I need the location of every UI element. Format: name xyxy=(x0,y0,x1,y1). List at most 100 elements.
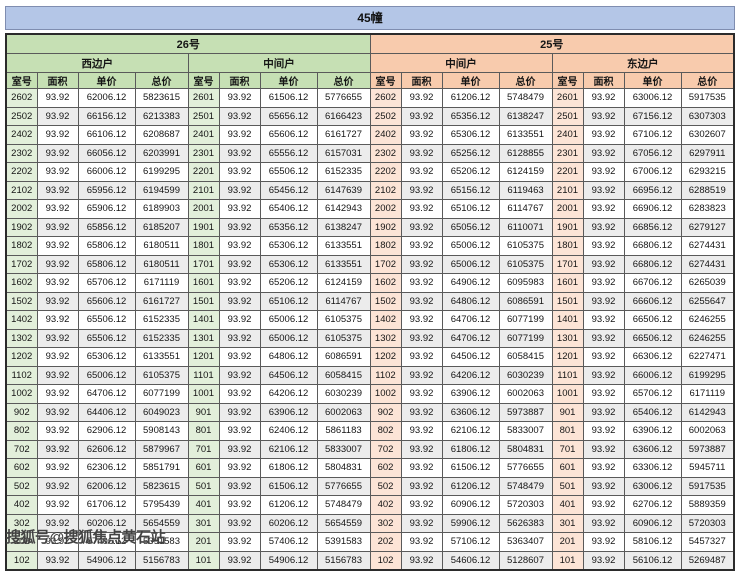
room-cell: 502 xyxy=(5,476,38,496)
area-cell: 93.92 xyxy=(218,550,261,571)
room-cell: 2201 xyxy=(187,162,220,182)
total-price-cell: 6161727 xyxy=(316,125,371,145)
area-cell: 93.92 xyxy=(218,143,261,163)
total-price-cell: 6002063 xyxy=(680,421,735,441)
total-price-cell: 6255647 xyxy=(680,291,735,311)
area-cell: 93.92 xyxy=(582,476,625,496)
room-cell: 1402 xyxy=(369,310,402,330)
room-cell: 402 xyxy=(5,495,38,515)
unit-price-cell: 64406.12 xyxy=(77,402,136,422)
column-header: 室号 xyxy=(5,72,38,89)
area-cell: 93.92 xyxy=(36,402,79,422)
total-price-cell: 6110071 xyxy=(498,217,553,237)
unit-price-cell: 63906.12 xyxy=(441,384,500,404)
unit-price-cell: 66006.12 xyxy=(77,162,136,182)
total-price-cell: 6058415 xyxy=(498,347,553,367)
total-price-cell: 6180511 xyxy=(134,236,189,256)
room-cell: 102 xyxy=(5,550,38,571)
room-cell: 201 xyxy=(187,532,220,552)
table-row: 1602 93.92 65706.12 6171119 1601 93.92 65206.1… xyxy=(5,273,735,293)
area-cell: 93.92 xyxy=(218,421,261,441)
total-price-cell: 6307303 xyxy=(680,106,735,126)
area-cell: 93.92 xyxy=(218,236,261,256)
room-cell: 2301 xyxy=(551,143,584,163)
total-price-cell: 5973887 xyxy=(498,402,553,422)
room-cell: 1102 xyxy=(5,365,38,385)
unit-price-cell: 65656.12 xyxy=(259,106,318,126)
room-cell: 602 xyxy=(369,458,402,478)
unit-price-cell: 65556.12 xyxy=(259,143,318,163)
area-cell: 93.92 xyxy=(400,347,443,367)
room-cell: 1201 xyxy=(551,347,584,367)
total-price-cell: 6227471 xyxy=(680,347,735,367)
room-cell: 2501 xyxy=(551,106,584,126)
unit-price-cell: 65706.12 xyxy=(77,273,136,293)
area-cell: 93.92 xyxy=(218,458,261,478)
total-price-cell: 6279127 xyxy=(680,217,735,237)
unit-price-cell: 65356.12 xyxy=(259,217,318,237)
room-cell: 2302 xyxy=(5,143,38,163)
room-cell: 2202 xyxy=(5,162,38,182)
total-price-cell: 5833007 xyxy=(316,439,371,459)
unit-price-cell: 65106.12 xyxy=(441,199,500,219)
room-cell: 2402 xyxy=(5,125,38,145)
unit-price-cell: 64506.12 xyxy=(259,365,318,385)
room-cell: 1301 xyxy=(551,328,584,348)
area-cell: 93.92 xyxy=(36,236,79,256)
unit-price-cell: 57406.12 xyxy=(259,532,318,552)
table-row: 1502 93.92 65606.12 6161727 1501 93.92 65106.1… xyxy=(5,291,735,311)
area-cell: 93.92 xyxy=(400,162,443,182)
unit-price-cell: 65956.12 xyxy=(77,180,136,200)
area-cell: 93.92 xyxy=(582,532,625,552)
unit-header-row: 西边户 中间户 中间户 东边户 xyxy=(5,53,735,73)
total-price-cell: 6185207 xyxy=(134,217,189,237)
unit-price-cell: 65606.12 xyxy=(259,125,318,145)
unit-price-cell: 62106.12 xyxy=(259,439,318,459)
room-cell: 1702 xyxy=(369,254,402,274)
total-price-cell: 6189903 xyxy=(134,199,189,219)
area-cell: 93.92 xyxy=(582,365,625,385)
unit-price-cell: 67106.12 xyxy=(623,125,682,145)
area-cell: 93.92 xyxy=(400,125,443,145)
total-price-cell: 5626383 xyxy=(498,513,553,533)
table-row: 1302 93.92 65506.12 6152335 1301 93.92 65006.1… xyxy=(5,328,735,348)
area-cell: 93.92 xyxy=(218,291,261,311)
room-cell: 501 xyxy=(551,476,584,496)
unit-price-cell: 66506.12 xyxy=(623,310,682,330)
area-cell: 93.92 xyxy=(36,125,79,145)
column-header: 单价 xyxy=(77,72,136,89)
unit-price-cell: 54606.12 xyxy=(441,550,500,571)
unit-price-cell: 57406.12 xyxy=(77,532,136,552)
unit-price-cell: 65256.12 xyxy=(441,143,500,163)
unit-price-cell: 65506.12 xyxy=(77,328,136,348)
unit-price-cell: 65006.12 xyxy=(259,328,318,348)
unit-price-cell: 66506.12 xyxy=(623,328,682,348)
room-cell: 601 xyxy=(551,458,584,478)
area-cell: 93.92 xyxy=(218,162,261,182)
area-cell: 93.92 xyxy=(36,199,79,219)
total-price-cell: 5889359 xyxy=(680,495,735,515)
room-cell: 1701 xyxy=(187,254,220,274)
room-cell: 2102 xyxy=(5,180,38,200)
total-price-cell: 5973887 xyxy=(680,439,735,459)
room-cell: 1301 xyxy=(187,328,220,348)
total-price-cell: 6105375 xyxy=(498,254,553,274)
table-row: 1102 93.92 65006.12 6105375 1101 93.92 64506.1… xyxy=(5,365,735,385)
area-cell: 93.92 xyxy=(400,199,443,219)
unit-price-cell: 62006.12 xyxy=(77,476,136,496)
unit-price-cell: 67156.12 xyxy=(623,106,682,126)
room-cell: 102 xyxy=(369,550,402,571)
area-cell: 93.92 xyxy=(582,125,625,145)
room-cell: 2601 xyxy=(187,88,220,108)
unit-price-cell: 62906.12 xyxy=(77,421,136,441)
area-cell: 93.92 xyxy=(582,495,625,515)
total-price-cell: 6274431 xyxy=(680,236,735,256)
unit-price-cell: 65506.12 xyxy=(77,310,136,330)
room-cell: 401 xyxy=(551,495,584,515)
unit-price-cell: 59906.12 xyxy=(441,513,500,533)
unit-price-cell: 65006.12 xyxy=(441,254,500,274)
total-price-cell: 5917535 xyxy=(680,88,735,108)
area-cell: 93.92 xyxy=(36,513,79,533)
total-price-cell: 5654559 xyxy=(134,513,189,533)
room-cell: 802 xyxy=(5,421,38,441)
